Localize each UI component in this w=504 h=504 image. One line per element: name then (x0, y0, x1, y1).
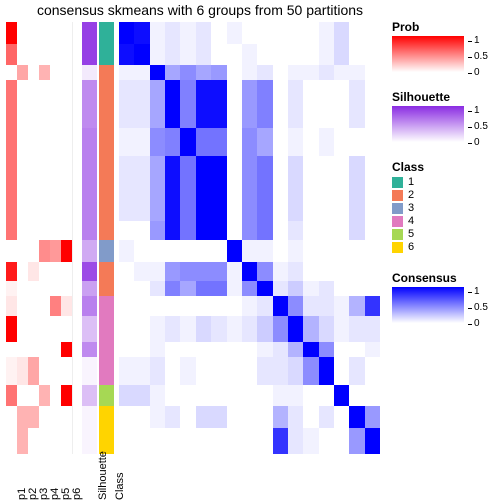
legend-silh-title: Silhouette (392, 90, 500, 104)
cons-colorbar (392, 287, 464, 323)
p-col-p6 (61, 22, 72, 454)
class-swatch (392, 190, 403, 201)
legend-cons: Consensus 10.50 (392, 271, 500, 323)
legend-class-title: Class (392, 160, 500, 174)
p-col-p1 (6, 22, 17, 454)
x-axis-labels: p1p2p3p4p5p6SilhouetteClass (6, 454, 380, 502)
legends-panel: Prob 10.50 Silhouette 10.50 Class 123456… (392, 20, 500, 341)
class-swatch (392, 216, 403, 227)
silh-colorbar (392, 106, 464, 142)
x-label: Class (114, 472, 126, 500)
x-label: Silhouette (97, 451, 109, 500)
p-col-p3 (28, 22, 39, 454)
p-col-p5 (50, 22, 61, 454)
plot-area (6, 22, 380, 454)
class-swatch (392, 177, 403, 188)
class-swatch (392, 242, 403, 253)
silhouette-column (82, 22, 97, 454)
legend-cons-title: Consensus (392, 271, 500, 285)
class-swatch-row: 5 (392, 228, 500, 240)
prob-colorbar (392, 36, 464, 72)
page-title: consensus skmeans with 6 groups from 50 … (20, 2, 380, 18)
class-swatch-row: 4 (392, 215, 500, 227)
class-swatch-row: 3 (392, 202, 500, 214)
class-swatch (392, 203, 403, 214)
class-swatch-row: 2 (392, 189, 500, 201)
class-swatch-row: 6 (392, 241, 500, 253)
x-label: p6 (71, 488, 83, 500)
p-col-p4 (39, 22, 50, 454)
legend-prob: Prob 10.50 (392, 20, 500, 72)
class-swatch-row: 1 (392, 176, 500, 188)
p-columns (6, 22, 72, 454)
consensus-heatmap (119, 22, 380, 454)
legend-silh: Silhouette 10.50 (392, 90, 500, 142)
class-column (99, 22, 114, 454)
legend-prob-title: Prob (392, 20, 500, 34)
legend-class: Class 123456 (392, 160, 500, 253)
p-col-p2 (17, 22, 28, 454)
class-swatch (392, 229, 403, 240)
